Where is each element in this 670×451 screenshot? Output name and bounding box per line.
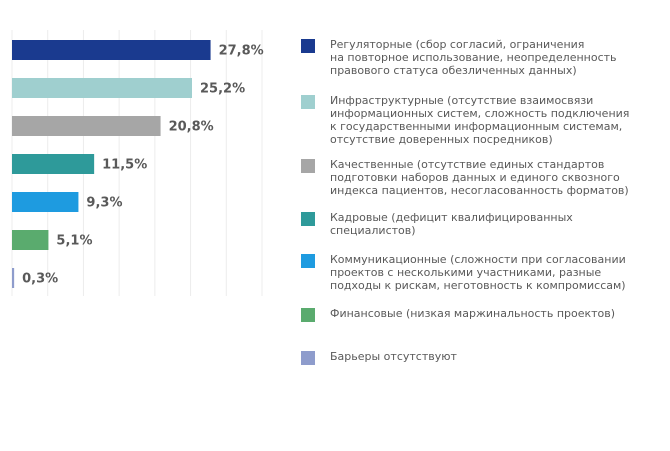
bar [12, 78, 192, 98]
legend-swatch [301, 159, 315, 173]
value-label: 5,1% [56, 234, 92, 249]
legend-swatch [301, 212, 315, 226]
legend-text: Барьеры отсутствуют [330, 350, 457, 363]
bar [12, 116, 161, 136]
legend-text: Кадровые (дефицит квалифицированных спец… [330, 211, 573, 237]
value-label: 0,3% [22, 272, 58, 287]
bar [12, 230, 49, 250]
chart: 27,8% 25,2% 20,8% 11,5% 9,3% 5,1% 0,3% [11, 30, 264, 296]
legend-item: Инфраструктурные (отсутствие взаимосвязи… [301, 94, 661, 146]
legend-swatch [301, 254, 315, 268]
value-label: 11,5% [102, 158, 147, 173]
legend-text: Инфраструктурные (отсутствие взаимосвязи… [330, 94, 630, 146]
legend-swatch [301, 351, 315, 365]
value-label: 9,3% [86, 196, 122, 211]
legend-item: Кадровые (дефицит квалифицированных спец… [301, 211, 661, 237]
bar [12, 40, 211, 60]
legend-text: Регуляторные (сбор согласий, ограничения… [330, 38, 617, 77]
legend-item: Регуляторные (сбор согласий, ограничения… [301, 38, 661, 77]
legend-text: Коммуникационные (сложности при согласов… [330, 253, 626, 292]
bar [12, 154, 95, 174]
legend-item: Финансовые (низкая маржинальность проект… [301, 307, 661, 322]
legend-item: Барьеры отсутствуют [301, 350, 661, 365]
bar [12, 268, 15, 288]
bar [12, 192, 79, 212]
legend-text: Качественные (отсутствие единых стандарт… [330, 158, 629, 197]
legend-swatch [301, 95, 315, 109]
value-label: 20,8% [169, 120, 214, 135]
value-label: 27,8% [219, 44, 264, 59]
legend-swatch [301, 308, 315, 322]
value-label: 25,2% [200, 82, 245, 97]
legend-item: Качественные (отсутствие единых стандарт… [301, 158, 661, 197]
legend-text: Финансовые (низкая маржинальность проект… [330, 307, 616, 320]
legend-swatch [301, 39, 315, 53]
legend-item: Коммуникационные (сложности при согласов… [301, 253, 661, 292]
